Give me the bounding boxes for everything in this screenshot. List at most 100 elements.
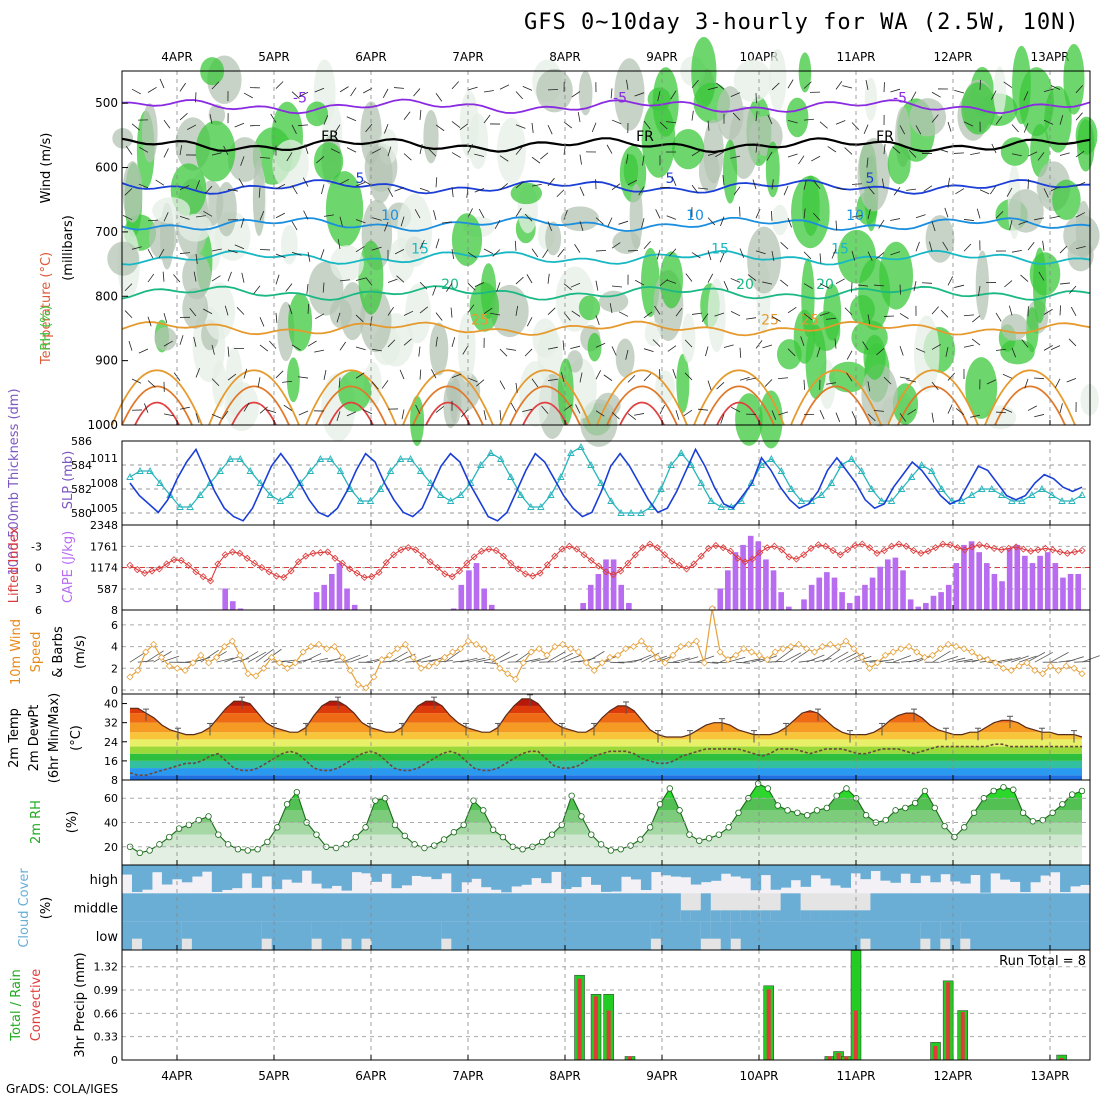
wind-barb (1027, 151, 1038, 157)
wind-barb (767, 660, 783, 663)
temperature-band (130, 713, 1082, 723)
wind-barb (515, 146, 523, 155)
cloud-high-cell (411, 865, 422, 876)
lifted-index-point (492, 546, 500, 555)
cloud-middle-cell (960, 893, 971, 922)
wind-speed-point (134, 666, 142, 675)
contour-label: 10 (381, 208, 399, 224)
date-label-bottom: 13APR (1030, 1069, 1069, 1083)
wind-barb (189, 307, 197, 317)
wind-barb (675, 410, 680, 420)
axis-label-wind-2: Speed (29, 632, 44, 673)
wind-speed-point (716, 648, 724, 656)
lifted-index-point (580, 551, 588, 559)
thickness-point (667, 461, 675, 468)
cloud-low-cell (581, 921, 592, 950)
cloud-high-cell (581, 865, 592, 877)
wind-barb (570, 282, 581, 288)
rh-shade (771, 204, 789, 236)
thickness-point (286, 491, 295, 498)
wind-barb (259, 156, 270, 159)
wind-barb (211, 344, 215, 355)
temperature-bands (130, 698, 1082, 780)
lifted-index-point (756, 549, 764, 557)
wind-barb (483, 90, 494, 93)
cloud-high-cell (151, 865, 163, 873)
cape-bar (923, 603, 929, 610)
wind-barb (419, 281, 428, 290)
rh-point (1049, 809, 1056, 816)
cloud-middle-cell (401, 893, 412, 922)
wind-barb (298, 376, 309, 379)
wind-barb (291, 344, 301, 351)
wind-barb (947, 404, 953, 414)
wind-barb (684, 372, 693, 381)
wind-barb (800, 336, 805, 346)
thickness-point (356, 497, 365, 504)
rh-point (372, 797, 379, 804)
wind-speed-point (724, 656, 732, 664)
temperature-contour (509, 385, 581, 426)
wind-barb (159, 78, 165, 89)
thickness-point (717, 503, 726, 510)
wind-barb (947, 276, 954, 286)
lifted-index-point (170, 556, 178, 564)
wind-barb (531, 248, 539, 258)
wind-barb (659, 279, 668, 287)
wind-speed-point (260, 664, 268, 672)
cloud-high-cell (810, 865, 822, 876)
rh-shade (212, 360, 227, 408)
cloud-middle-cell (860, 893, 871, 922)
cloud-middle-cell (690, 893, 702, 922)
rh-shade (557, 358, 574, 426)
cloud-high-cell (1070, 865, 1081, 887)
cape-bar (831, 577, 838, 610)
wind-barb (955, 188, 965, 195)
wind-barb (803, 313, 813, 321)
wind-barb (531, 183, 542, 187)
cloud-low-cell (830, 921, 842, 950)
rh-shade (329, 298, 352, 329)
wind-barb (867, 314, 871, 325)
cloud-high-cell (561, 865, 572, 889)
wind-barb (491, 651, 511, 663)
cloud-middle-cell (221, 893, 233, 922)
cloud-high-cell (421, 865, 432, 877)
wind-barb (611, 119, 622, 125)
cloud-middle-cell (131, 893, 143, 922)
wind-barb (355, 314, 364, 323)
wind-barb (547, 307, 556, 316)
contour-label: 20 (736, 277, 754, 293)
cloud-high-cell (680, 865, 692, 878)
rh-point (195, 816, 202, 824)
wind-barb (275, 212, 286, 219)
cloud-low-cell (441, 921, 452, 939)
cape-bar (230, 601, 236, 610)
wind-barb (595, 217, 604, 225)
cloud-low-cell (122, 921, 133, 950)
wind-speed-point (1031, 666, 1039, 675)
wind-barb (798, 659, 816, 663)
wind-barb (947, 372, 955, 381)
wind-barb (835, 81, 843, 90)
wind-speed-point (275, 659, 284, 667)
wind-barb (1033, 377, 1045, 380)
cape-bar (1029, 563, 1036, 610)
wind-speed-point (323, 645, 331, 653)
cloud-low-cell (261, 921, 273, 939)
wind-barb (490, 312, 501, 316)
wind-barb (910, 91, 917, 101)
cloud-high-cell (381, 865, 392, 874)
wind-barb (720, 216, 725, 227)
wind-barb (698, 408, 709, 411)
cloud-middle-cell (1070, 893, 1081, 922)
temperature-contour (315, 385, 387, 426)
cloud-middle-cell (1030, 893, 1041, 922)
cloud-high-cell (870, 865, 881, 872)
wind-speed-point (1023, 659, 1031, 667)
rh-shade (423, 109, 439, 164)
cloud-middle-cell (630, 893, 642, 922)
wind-speed-point (1054, 666, 1062, 675)
wind-barb (371, 381, 379, 390)
